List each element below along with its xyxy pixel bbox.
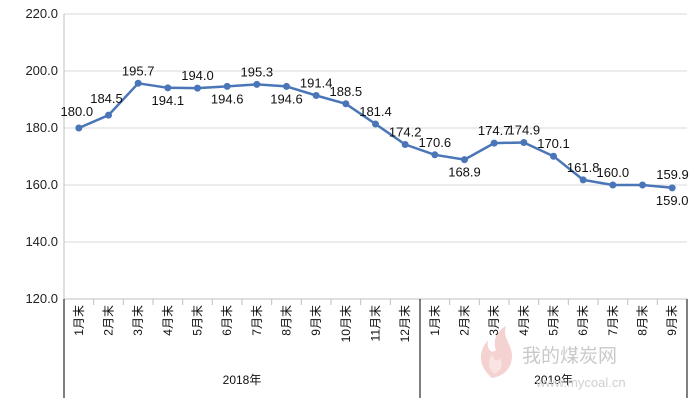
data-label: 195.3 xyxy=(241,64,274,79)
x-category-label: 12月末 xyxy=(398,305,412,342)
data-point xyxy=(579,176,587,184)
data-point xyxy=(609,181,617,189)
data-label: 188.5 xyxy=(330,84,363,99)
watermark: 我的煤炭网 www.mycoal.cn xyxy=(480,326,626,390)
x-category-label: 6月末 xyxy=(220,305,234,336)
x-group-label: 2019年 xyxy=(534,373,573,387)
data-point xyxy=(372,120,379,128)
x-category-label: 6月末 xyxy=(576,305,590,336)
x-category-label: 3月末 xyxy=(131,305,145,336)
y-tick-label: 200.0 xyxy=(25,63,58,78)
y-tick-label: 140.0 xyxy=(25,234,58,249)
x-category-label: 11月末 xyxy=(369,305,383,341)
x-category-label: 9月末 xyxy=(309,305,323,336)
data-label: 159.0 xyxy=(656,193,689,208)
data-label: 195.7 xyxy=(122,63,155,78)
x-category-label: 10月末 xyxy=(339,305,353,342)
x-category-label: 3月末 xyxy=(487,305,501,336)
x-category-label: 2月末 xyxy=(458,305,472,336)
data-point xyxy=(520,139,528,147)
data-point xyxy=(75,124,83,132)
y-axis: 120.0 140.0 160.0 180.0 200.0 220.0 xyxy=(25,6,65,306)
data-label: 181.4 xyxy=(359,104,392,119)
watermark-url: www.mycoal.cn xyxy=(535,375,626,390)
flame-logo-icon xyxy=(480,326,512,378)
data-point xyxy=(490,139,498,147)
series-group xyxy=(75,79,676,192)
gridlines xyxy=(64,13,687,300)
data-point xyxy=(401,141,409,149)
data-label: 161.8 xyxy=(567,160,600,175)
y-tick-label: 160.0 xyxy=(25,177,58,192)
data-label: 174.7 xyxy=(478,123,511,138)
y-tick-label: 180.0 xyxy=(25,120,58,135)
data-point xyxy=(164,84,172,92)
data-point xyxy=(342,100,350,108)
data-point xyxy=(223,82,231,90)
data-label: 184.5 xyxy=(90,91,123,106)
x-category-label: 7月末 xyxy=(250,305,264,336)
x-category-label: 5月末 xyxy=(547,305,561,336)
data-label: 191.4 xyxy=(300,76,333,91)
data-point xyxy=(461,156,468,164)
data-label: 194.0 xyxy=(181,68,214,83)
watermark-brand: 我的煤炭网 xyxy=(522,345,617,367)
data-point xyxy=(639,181,646,189)
data-point xyxy=(134,79,142,87)
data-label: 160.0 xyxy=(597,165,630,180)
x-category-label: 1月末 xyxy=(72,305,86,336)
data-label: 170.6 xyxy=(419,135,452,150)
data-point xyxy=(105,111,112,119)
data-point xyxy=(550,152,557,160)
x-category-label: 8月末 xyxy=(636,305,650,336)
data-label: 174.2 xyxy=(389,125,422,140)
data-point xyxy=(194,84,201,92)
x-category-label: 4月末 xyxy=(517,305,531,336)
data-label: 170.1 xyxy=(537,136,570,151)
data-label: 180.0 xyxy=(61,104,94,119)
x-category-label: 2月末 xyxy=(102,305,116,336)
x-category-label: 4月末 xyxy=(161,305,175,336)
data-label: 194.6 xyxy=(211,91,244,106)
data-label: 159.9 xyxy=(656,167,689,182)
y-tick-label: 120.0 xyxy=(25,291,58,306)
data-point xyxy=(668,184,676,192)
x-category-label: 8月末 xyxy=(280,305,294,336)
data-point xyxy=(431,151,439,159)
data-label: 174.9 xyxy=(508,123,541,138)
x-category-label: 7月末 xyxy=(606,305,620,336)
x-category-label: 5月末 xyxy=(191,305,205,336)
x-group-label: 2018年 xyxy=(223,373,262,387)
data-point xyxy=(283,82,290,90)
x-axis: 1月末 2月末 3月末 4月末 5月末 6月末 7月末 8月末 9月末 10月末 11月末 12月末 1… xyxy=(63,298,688,398)
data-point xyxy=(253,80,261,88)
x-category-label: 1月末 xyxy=(428,305,442,336)
x-category-label: 9月末 xyxy=(665,305,679,336)
data-label: 194.1 xyxy=(152,93,185,108)
data-label: 168.9 xyxy=(448,165,481,180)
data-point xyxy=(312,92,320,100)
y-tick-label: 220.0 xyxy=(25,6,58,21)
data-label: 194.6 xyxy=(270,91,303,106)
